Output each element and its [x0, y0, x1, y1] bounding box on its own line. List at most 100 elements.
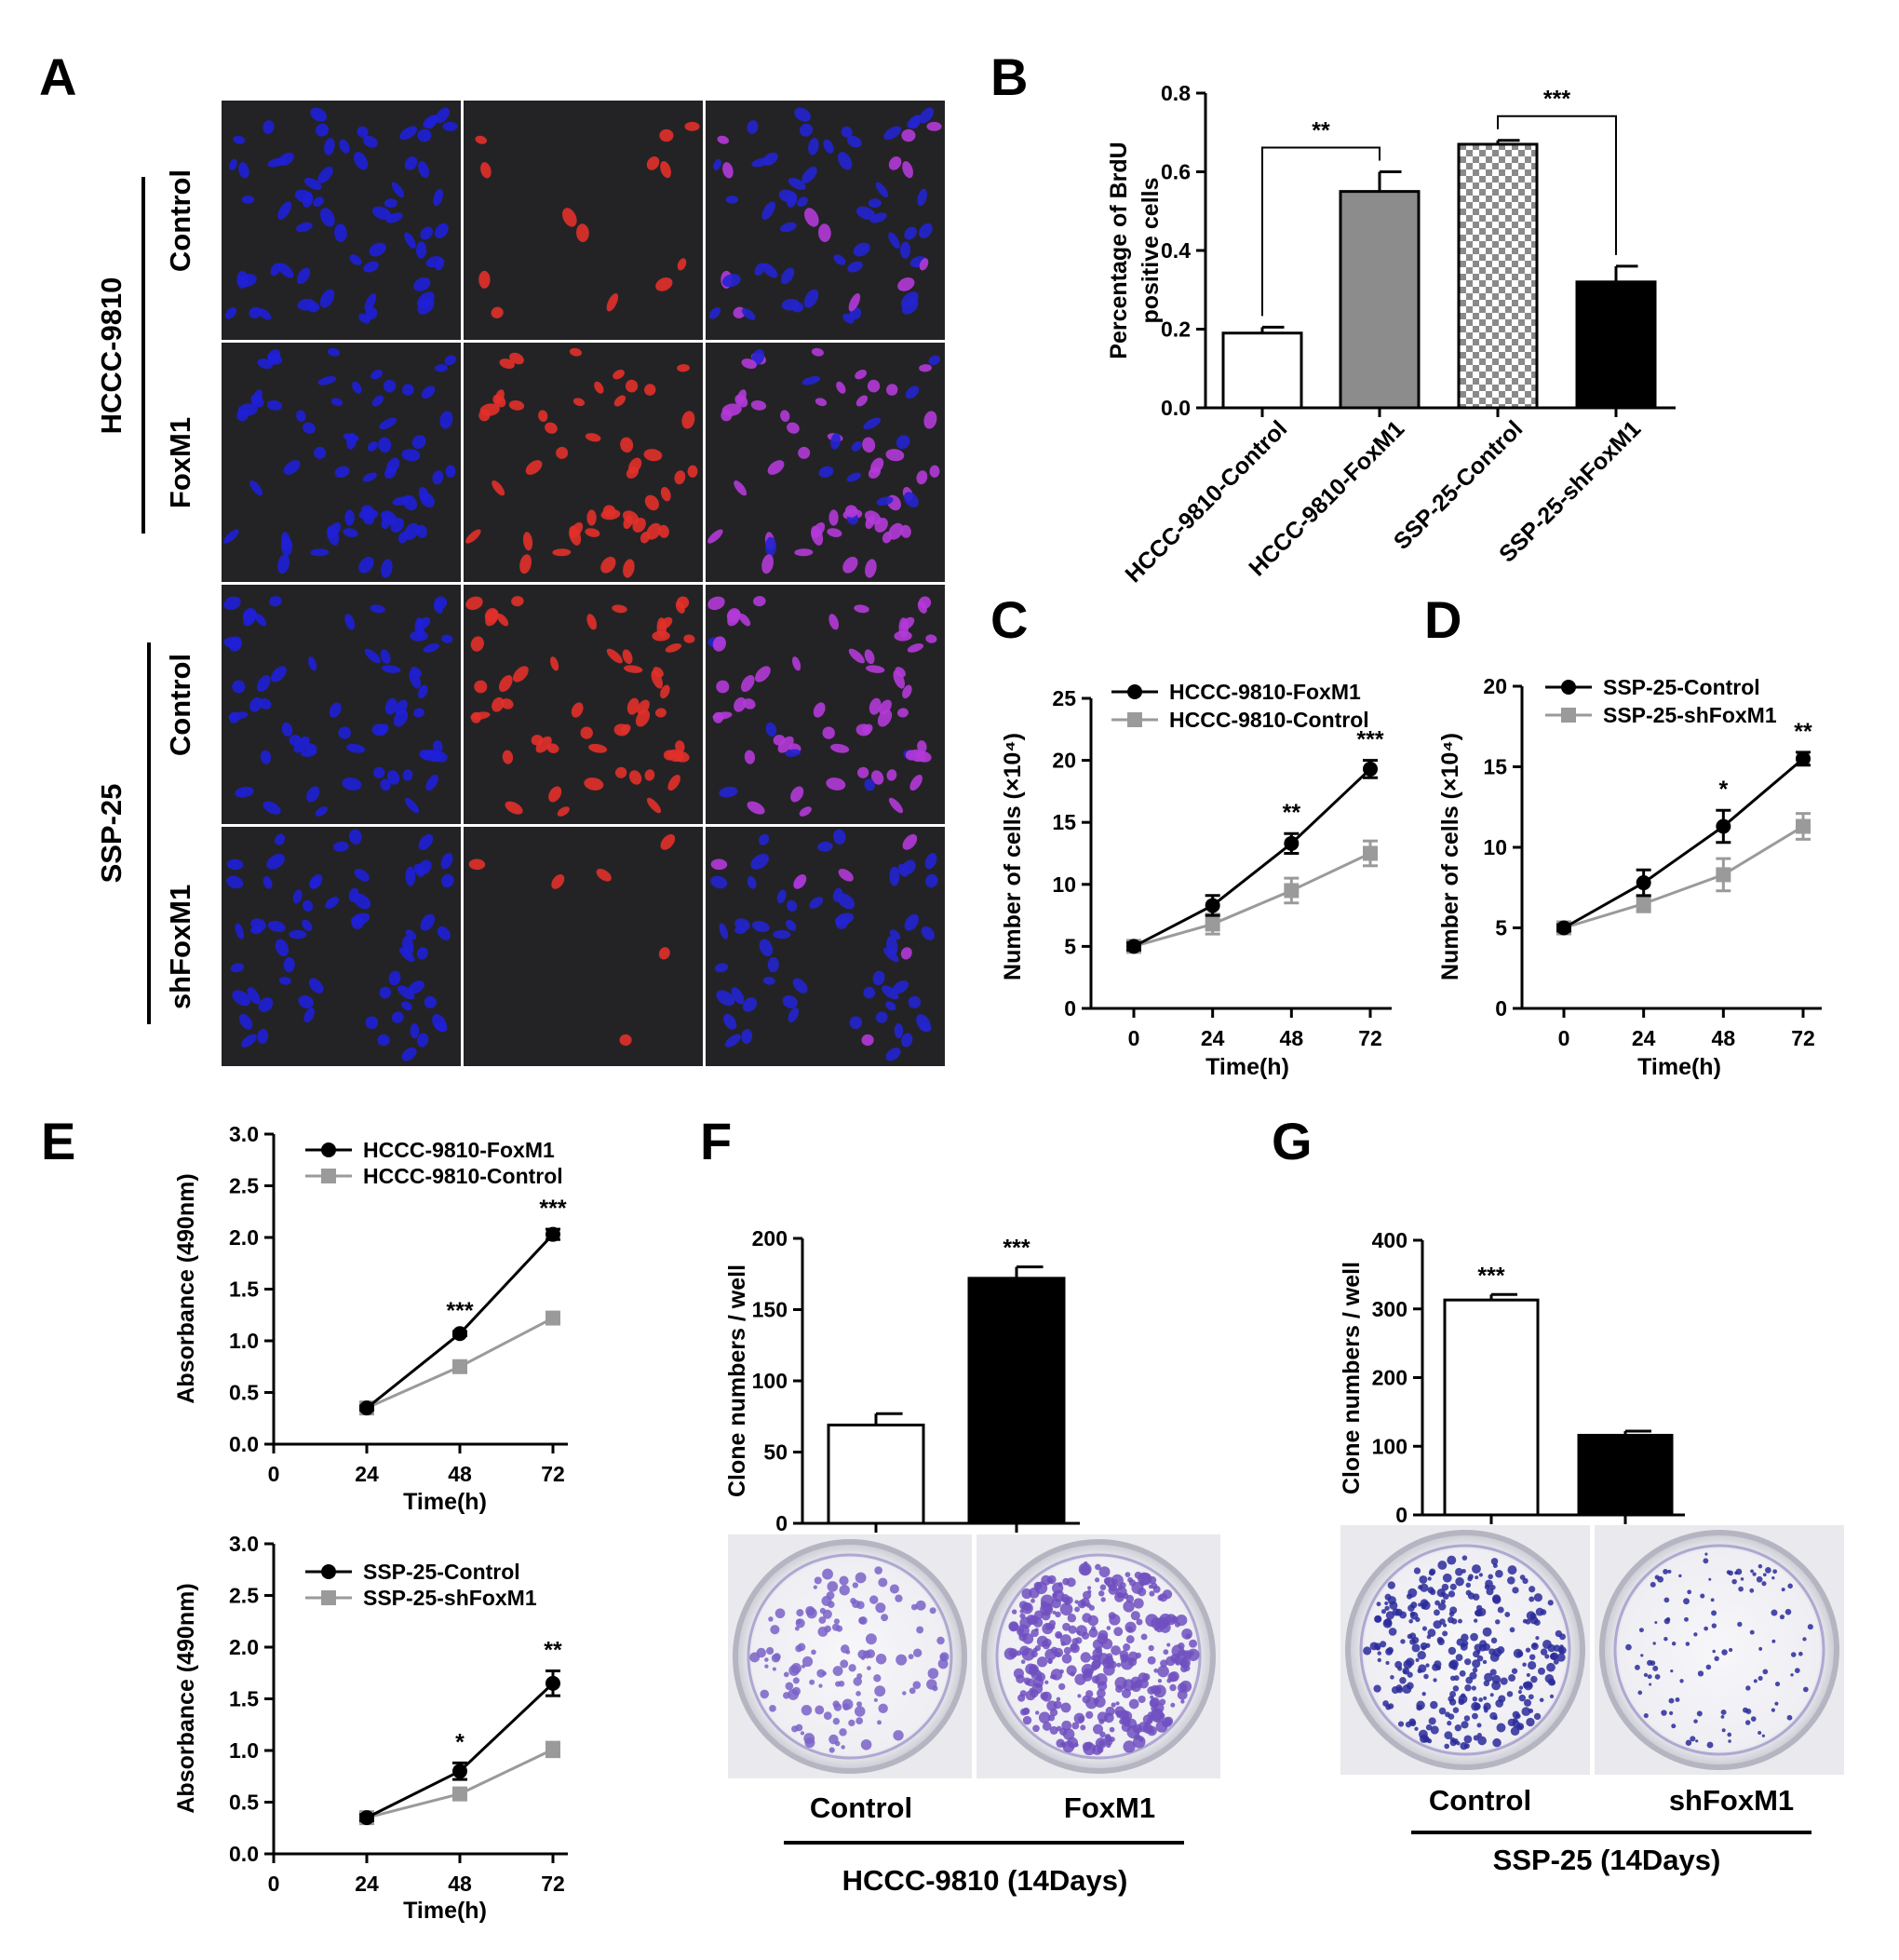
colony [1109, 1726, 1115, 1733]
nucleus-mark [721, 409, 733, 422]
colony [1123, 1720, 1131, 1727]
nucleus-mark [317, 376, 337, 385]
colony [1427, 1587, 1434, 1594]
data-point [1284, 883, 1300, 899]
colony [1421, 1626, 1427, 1631]
nucleus-mark [404, 232, 416, 249]
nucleus-mark [677, 258, 687, 271]
colony [936, 1636, 945, 1645]
nucleus-mark [232, 680, 246, 694]
dish-photo [1595, 1525, 1844, 1775]
nucleus-mark [505, 801, 523, 815]
colony [760, 1689, 770, 1699]
colony [908, 1654, 914, 1660]
nucleus-mark [613, 370, 625, 380]
nucleus-mark [384, 697, 397, 715]
colony [1059, 1634, 1071, 1646]
nucleus-mark [371, 395, 384, 407]
nucleus-mark [875, 1011, 888, 1023]
colony [1055, 1630, 1063, 1639]
nucleus-mark [830, 743, 850, 753]
nucleus-mark [898, 617, 909, 638]
y-tick-label: 10 [1483, 835, 1507, 859]
nucleus-mark [885, 1001, 896, 1011]
colony [1540, 1648, 1548, 1656]
colony [1067, 1614, 1077, 1623]
nucleus-mark [713, 158, 721, 170]
x-axis-label: Time(h) [1637, 1054, 1721, 1080]
colony [1669, 1710, 1674, 1715]
nucleus-mark [433, 740, 443, 753]
colony [1678, 1574, 1682, 1578]
nucleus-mark [833, 254, 846, 265]
colony [1518, 1694, 1527, 1702]
colony [1517, 1690, 1522, 1695]
colony [1533, 1712, 1542, 1721]
colony [1661, 1710, 1667, 1716]
colony [809, 1679, 815, 1685]
colony [1671, 1641, 1677, 1646]
colony [1106, 1742, 1111, 1748]
nucleus-mark [478, 409, 491, 422]
colony [1697, 1670, 1704, 1677]
nucleus-mark [386, 457, 400, 474]
colony [929, 1607, 936, 1615]
nucleus-mark [870, 770, 884, 785]
nucleus-mark [236, 409, 249, 422]
colony [1798, 1651, 1803, 1656]
nucleus-mark [872, 970, 885, 986]
nucleus-mark [623, 559, 635, 578]
colony [783, 1671, 789, 1678]
nucleus-mark [918, 223, 933, 238]
nucleus-mark [266, 399, 283, 411]
colony [1388, 1703, 1394, 1710]
nucleus-mark [502, 750, 514, 764]
data-point [452, 1358, 467, 1374]
nucleus-mark [929, 465, 940, 478]
significance-label: *** [1356, 727, 1383, 753]
nucleus-mark [596, 869, 612, 882]
nucleus-mark [684, 121, 700, 131]
y-tick-label: 1.5 [229, 1687, 259, 1711]
colony [1463, 1735, 1473, 1744]
legend-label: HCCC-9810-FoxM1 [363, 1138, 555, 1162]
nucleus-mark [919, 107, 934, 124]
group-label-hccc-9810: HCCC-9810 [95, 277, 128, 435]
colony [1031, 1683, 1044, 1695]
colony [1021, 1647, 1035, 1661]
colony [878, 1703, 888, 1714]
nucleus-mark [468, 858, 486, 871]
colony [823, 1711, 832, 1721]
nucleus-mark [270, 263, 281, 277]
colony [855, 1717, 864, 1724]
nucleus-mark [602, 505, 616, 518]
nucleus-mark [416, 524, 427, 538]
nucleus-mark [892, 980, 909, 994]
nucleus-mark [823, 139, 834, 154]
nucleus-mark [484, 608, 499, 623]
colony [1750, 1569, 1754, 1574]
colony [842, 1703, 850, 1710]
colony [1132, 1735, 1146, 1749]
colony [1399, 1677, 1407, 1684]
micrograph-tile [222, 827, 461, 1066]
colony [1489, 1669, 1497, 1676]
nucleus-mark [277, 263, 294, 278]
colony [1070, 1671, 1075, 1677]
legend-label: SSP-25-Control [363, 1560, 520, 1584]
colony [1738, 1586, 1744, 1592]
colony [1663, 1636, 1668, 1642]
colony [1080, 1602, 1086, 1607]
colony [1546, 1662, 1556, 1672]
colony [773, 1653, 781, 1661]
nucleus-mark [886, 384, 898, 396]
colony [1382, 1618, 1393, 1629]
nucleus-mark [444, 355, 457, 366]
colony [1531, 1642, 1538, 1648]
colony [1125, 1594, 1135, 1603]
nucleus-mark [842, 313, 855, 324]
nucleus-mark [888, 797, 904, 814]
colony [1059, 1602, 1073, 1616]
nucleus-mark [828, 614, 840, 630]
colony [1165, 1656, 1176, 1667]
